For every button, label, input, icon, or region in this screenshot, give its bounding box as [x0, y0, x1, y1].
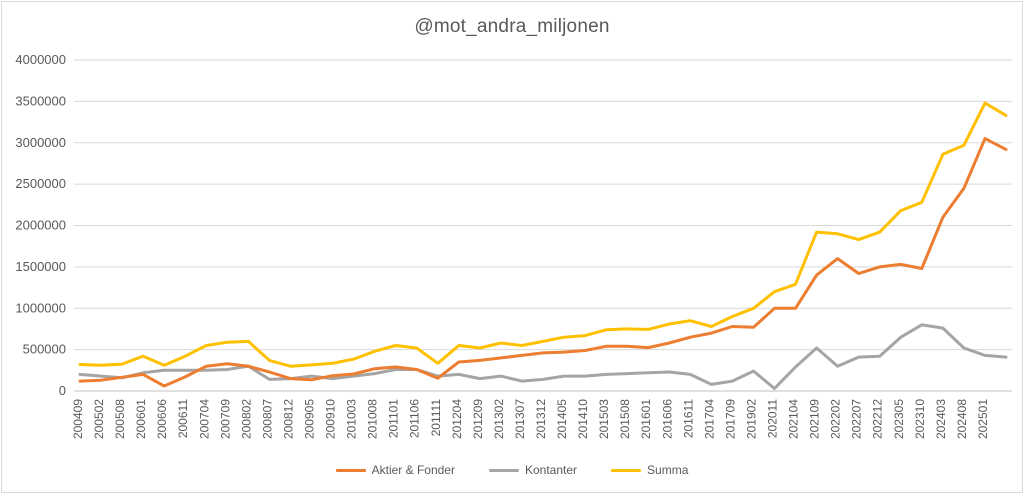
x-tick-label: 201704 [702, 399, 716, 439]
x-tick-label: 202403 [934, 399, 948, 439]
x-tick-label: 200709 [218, 399, 232, 439]
chart-title: @mot_andra_miljonen [414, 16, 610, 37]
x-tick-label: 200910 [324, 399, 338, 439]
x-tick-label: 201503 [597, 399, 611, 439]
x-tick-label: 201709 [723, 399, 737, 439]
x-tick-label: 200601 [134, 399, 148, 439]
x-tick-label: 201312 [534, 399, 548, 439]
legend: Aktier & Fonder Kontanter Summa [0, 463, 1024, 477]
x-tick-label: 200807 [260, 399, 274, 439]
x-tick-label: 202212 [871, 399, 885, 439]
x-tick-label: 201302 [492, 399, 506, 439]
legend-label-aktier-fonder: Aktier & Fonder [371, 463, 455, 477]
x-tick-label: 201204 [450, 399, 464, 439]
x-tick-label: 200812 [281, 399, 295, 439]
y-tick-label: 1000000 [15, 300, 66, 315]
x-tick-label: 201003 [345, 399, 359, 439]
series-lines [78, 101, 1008, 390]
x-tick-label: 202104 [787, 399, 801, 439]
series-line-aktier-fonder [78, 137, 1008, 388]
legend-item-summa[interactable]: Summa [611, 463, 688, 477]
x-tick-label: 200502 [92, 399, 106, 439]
x-tick-label: 201405 [555, 399, 569, 439]
legend-item-kontanter[interactable]: Kontanter [488, 463, 578, 477]
x-tick-label: 200704 [197, 399, 211, 439]
x-tick-label: 200905 [303, 399, 317, 439]
x-tick-label: 202011 [766, 399, 780, 438]
y-tick-label: 0 [59, 383, 66, 398]
series-line-summa [78, 101, 1008, 368]
y-tick-label: 4000000 [15, 52, 66, 67]
x-tick-label: 200409 [71, 399, 85, 439]
y-tick-label: 3000000 [15, 135, 66, 150]
x-tick-label: 201508 [618, 399, 632, 439]
legend-swatch-kontanter [488, 468, 519, 472]
y-tick-label: 3500000 [15, 93, 66, 108]
x-tick-label: 200606 [155, 399, 169, 439]
legend-swatch-summa [611, 468, 642, 472]
y-tick-label: 2000000 [15, 218, 66, 233]
x-tick-label: 200611 [176, 399, 190, 438]
y-axis-tick-labels: 0 500000 1000000 1500000 2000000 2500000 30000… [15, 52, 66, 398]
legend-label-kontanter: Kontanter [524, 463, 578, 477]
x-axis-tick-labels: 200409 200502 200508 200601 200606 200611 2007… [71, 399, 990, 439]
x-tick-label: 201410 [576, 399, 590, 439]
legend-label-summa: Summa [647, 463, 689, 477]
gridlines [74, 59, 1012, 351]
x-tick-label: 200802 [239, 399, 253, 439]
x-tick-label: 202207 [850, 399, 864, 439]
x-tick-label: 201601 [639, 399, 653, 439]
x-tick-label: 202501 [976, 399, 990, 439]
legend-item-aktier-fonder[interactable]: Aktier & Fonder [335, 463, 455, 477]
x-tick-label: 202202 [829, 399, 843, 439]
y-tick-label: 500000 [23, 342, 66, 357]
series-line-kontanter [78, 323, 1008, 390]
x-tick-label: 201902 [744, 399, 758, 439]
x-tick-label: 201307 [513, 399, 527, 439]
x-tick-label: 201008 [366, 399, 380, 439]
x-tick-label: 201106 [408, 399, 422, 438]
x-tick-label: 202310 [913, 399, 927, 439]
legend-swatch-aktier-fonder [335, 468, 366, 472]
x-tick-label: 201611 [681, 399, 695, 438]
x-tick-label: 201111 [429, 399, 443, 437]
x-tick-label: 202305 [892, 399, 906, 439]
x-tick-label: 201101 [387, 399, 401, 438]
y-tick-label: 1500000 [15, 259, 66, 274]
x-tick-label: 201606 [660, 399, 674, 439]
x-tick-label: 202408 [955, 399, 969, 439]
x-tick-label: 201209 [471, 399, 485, 439]
x-tick-label: 200508 [113, 399, 127, 439]
y-tick-label: 2500000 [15, 176, 66, 191]
x-tick-label: 202109 [808, 399, 822, 439]
